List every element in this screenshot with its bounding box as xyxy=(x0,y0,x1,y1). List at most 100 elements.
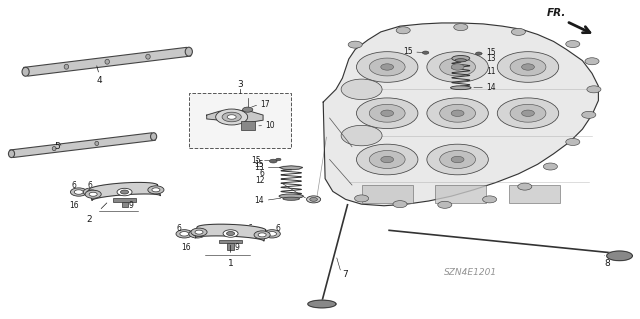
Circle shape xyxy=(440,104,476,122)
Circle shape xyxy=(522,64,534,70)
Circle shape xyxy=(427,98,488,129)
Circle shape xyxy=(438,201,452,208)
Text: 6: 6 xyxy=(276,224,281,233)
Circle shape xyxy=(497,52,559,82)
Text: 6: 6 xyxy=(259,169,264,178)
Text: 7: 7 xyxy=(342,270,348,279)
Circle shape xyxy=(83,188,100,196)
Circle shape xyxy=(587,86,601,93)
Circle shape xyxy=(120,190,129,194)
Polygon shape xyxy=(24,47,191,76)
Polygon shape xyxy=(89,182,161,201)
Bar xyxy=(435,185,486,203)
Ellipse shape xyxy=(150,133,157,140)
Bar xyxy=(219,240,242,243)
Text: 6: 6 xyxy=(87,182,92,190)
Bar xyxy=(122,202,128,207)
Bar xyxy=(189,93,291,148)
Text: 2: 2 xyxy=(87,215,92,224)
Circle shape xyxy=(381,110,394,116)
Text: 17: 17 xyxy=(260,100,270,109)
Text: 15: 15 xyxy=(255,160,264,169)
Polygon shape xyxy=(308,300,336,308)
Polygon shape xyxy=(607,251,632,261)
Polygon shape xyxy=(195,224,266,241)
Circle shape xyxy=(566,41,580,48)
Circle shape xyxy=(223,230,238,237)
Circle shape xyxy=(427,52,488,82)
Circle shape xyxy=(440,151,476,168)
Text: 14: 14 xyxy=(486,83,496,92)
Ellipse shape xyxy=(105,59,109,64)
Circle shape xyxy=(189,230,205,238)
Circle shape xyxy=(518,183,532,190)
Circle shape xyxy=(522,110,534,116)
Text: 15: 15 xyxy=(403,48,413,56)
Circle shape xyxy=(454,24,468,31)
Circle shape xyxy=(222,112,241,122)
Circle shape xyxy=(582,111,596,118)
Circle shape xyxy=(180,232,189,236)
Bar xyxy=(227,243,234,250)
Circle shape xyxy=(566,138,580,145)
Circle shape xyxy=(148,186,164,194)
Ellipse shape xyxy=(185,47,193,56)
Text: 6: 6 xyxy=(71,182,76,190)
Circle shape xyxy=(268,232,276,236)
Text: FR.: FR. xyxy=(547,8,566,18)
Circle shape xyxy=(440,58,476,76)
Text: SZN4E1201: SZN4E1201 xyxy=(444,268,497,277)
Circle shape xyxy=(355,195,369,202)
Text: 4: 4 xyxy=(97,76,102,85)
Text: 3: 3 xyxy=(237,80,243,89)
Text: 15: 15 xyxy=(486,48,496,57)
Text: 12: 12 xyxy=(255,176,264,185)
Text: 5: 5 xyxy=(55,142,60,151)
Circle shape xyxy=(369,104,405,122)
Circle shape xyxy=(476,52,482,55)
Circle shape xyxy=(227,115,236,119)
Text: 10: 10 xyxy=(266,121,275,130)
Bar xyxy=(113,198,136,202)
Polygon shape xyxy=(207,110,263,122)
Circle shape xyxy=(87,190,96,194)
Text: 11: 11 xyxy=(486,67,496,76)
Ellipse shape xyxy=(455,59,467,62)
Circle shape xyxy=(176,230,193,238)
Circle shape xyxy=(356,144,418,175)
Polygon shape xyxy=(323,23,598,206)
Ellipse shape xyxy=(310,197,317,201)
Bar xyxy=(241,122,255,130)
Text: 13: 13 xyxy=(486,54,496,63)
Circle shape xyxy=(451,156,464,163)
Circle shape xyxy=(585,58,599,65)
Circle shape xyxy=(510,58,546,76)
Text: 16: 16 xyxy=(68,201,79,210)
Circle shape xyxy=(451,64,464,70)
Polygon shape xyxy=(280,166,303,170)
Ellipse shape xyxy=(64,64,68,69)
Bar xyxy=(362,185,413,203)
Circle shape xyxy=(356,52,418,82)
Circle shape xyxy=(258,233,266,237)
Circle shape xyxy=(117,188,132,196)
Circle shape xyxy=(381,64,394,70)
Circle shape xyxy=(264,230,280,238)
Circle shape xyxy=(216,109,248,125)
Ellipse shape xyxy=(307,196,321,203)
Circle shape xyxy=(269,159,277,163)
Ellipse shape xyxy=(452,56,470,61)
Circle shape xyxy=(227,232,235,235)
Circle shape xyxy=(195,230,203,234)
Circle shape xyxy=(254,231,270,239)
Text: 14: 14 xyxy=(255,197,264,205)
Text: 9: 9 xyxy=(129,201,134,210)
Circle shape xyxy=(510,104,546,122)
Circle shape xyxy=(193,232,202,236)
Ellipse shape xyxy=(95,141,99,145)
Circle shape xyxy=(152,188,160,192)
Ellipse shape xyxy=(279,194,303,198)
Circle shape xyxy=(243,107,253,112)
Text: 8: 8 xyxy=(605,259,611,268)
Circle shape xyxy=(70,188,87,196)
